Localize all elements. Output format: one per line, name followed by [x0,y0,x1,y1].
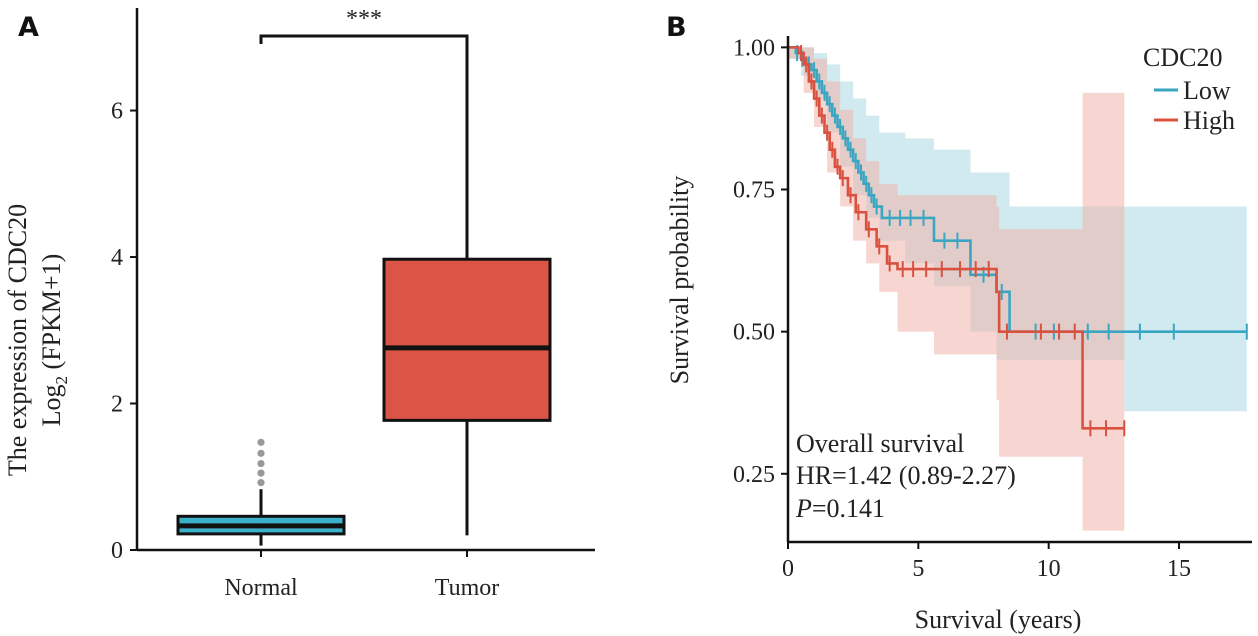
outlier-point [257,469,265,477]
confidence-band-high [788,47,1125,531]
legend-label-low: Low [1183,76,1231,105]
survival-annotation: Overall survival HR=1.42 (0.89-2.27) P=0… [795,429,1016,523]
survival-axes: 0.25 0.50 0.75 1.00 0 5 10 15 [733,35,1252,582]
boxplot-y-axis-title: The expression of CDC20 Log2 (FPKM+1) [3,204,71,476]
x-tick-label: Normal [224,575,298,601]
x-tick-label: 5 [912,556,924,582]
panel-b-letter: B [666,12,687,43]
survival-confidence-bands [788,47,1247,531]
outlier-point [257,459,265,468]
legend-title: CDC20 [1143,43,1222,72]
survival-curves [788,45,1248,437]
x-tick-label: Tumor [435,575,499,601]
annotation-p-value: P=0.141 [795,494,885,523]
annotation-p-symbol: P [795,494,812,523]
y-tick-label: 0.75 [733,178,775,204]
panel-a-letter: A [18,12,39,43]
ylabel-unit: (FPKM+1) [37,254,66,376]
survival-y-axis-title: Survival probability [665,176,694,385]
y-tick-label: 0.25 [733,462,775,488]
box-tumor [382,257,552,422]
boxplot-y-axis-title-line1: The expression of CDC20 [3,204,32,476]
annotation-title: Overall survival [796,429,964,458]
x-tick-label: 15 [1167,556,1191,582]
outlier-point [257,479,265,487]
ylabel-subscript: 2 [52,376,71,385]
survival-panel: B 0.25 0.50 0.75 1.00 0 5 10 15 Survival (years… [665,12,1252,634]
x-tick-label: 10 [1037,556,1061,582]
boxplot-y-axis-title-line2: Log2 (FPKM+1) [37,254,71,427]
y-tick-label: 4 [111,245,123,271]
y-tick-label: 0 [111,538,123,564]
survival-x-axis-title: Survival (years) [915,605,1082,634]
survival-line-low [788,46,1247,333]
y-tick-label: 6 [111,99,123,125]
boxplot-axes: Normal Tumor 0 2 4 6 [111,8,595,601]
significance-label: *** [346,6,382,32]
outlier-point [257,449,265,457]
y-tick-label: 1.00 [733,35,775,61]
boxplot-panel: A *** Normal Tumor 0 2 4 6 The expression of … [3,6,595,601]
annotation-hazard-ratio: HR=1.42 (0.89-2.27) [796,461,1016,490]
legend-label-high: High [1183,106,1235,135]
x-tick-label: 0 [782,556,794,582]
ylabel-log: Log [37,384,66,426]
outlier-point [257,438,265,446]
significance-bracket [259,34,469,44]
annotation-p-number: =0.141 [812,494,885,523]
boxplot-marks: *** [176,6,552,546]
y-tick-label: 0.50 [733,320,775,346]
y-tick-label: 2 [111,392,123,418]
